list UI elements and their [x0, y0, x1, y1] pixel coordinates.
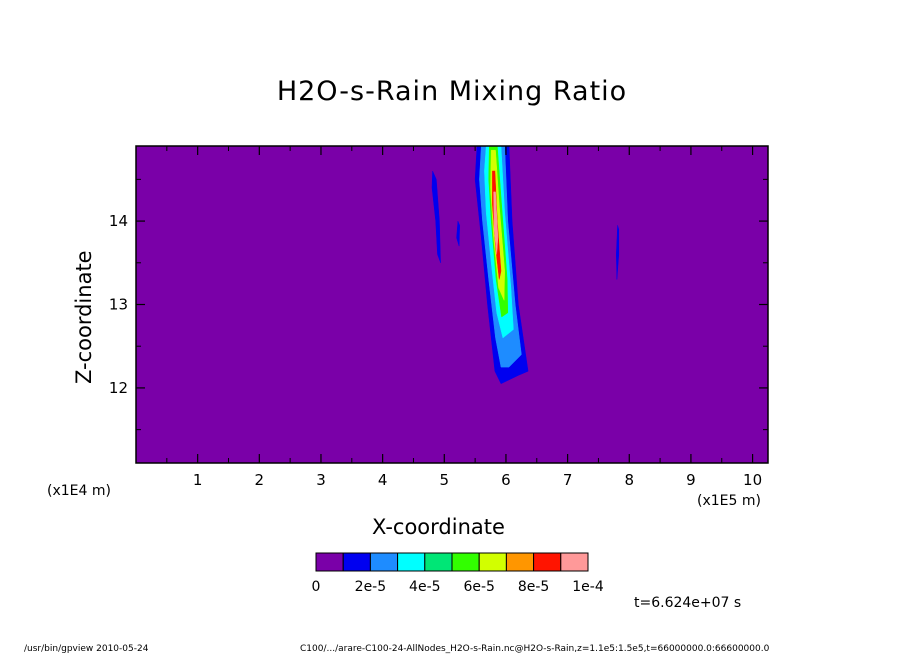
colorbar-tick-label: 1e-4 [572, 579, 604, 595]
x-tick-label: 8 [624, 471, 634, 489]
colorbar-swatch-2 [369, 552, 399, 572]
y-unit-label: (x1E4 m) [47, 483, 111, 499]
x-tick-label: 7 [563, 471, 573, 489]
y-tick-label: 14 [109, 212, 128, 230]
y-tick-label: 12 [109, 379, 128, 397]
x-axis-label: X-coordinate [372, 515, 505, 539]
colorbar-swatch-5 [451, 552, 480, 572]
x-tick-label: 10 [743, 471, 762, 489]
colorbar-tick-label: 2e-5 [355, 579, 386, 595]
x-tick-label: 2 [255, 471, 265, 489]
contour-region-1 [456, 221, 460, 247]
colorbar-swatch-1 [342, 552, 371, 572]
x-tick-label: 6 [501, 471, 511, 489]
colorbar-tick-label: 6e-5 [463, 579, 494, 595]
y-axis-label: Z-coordinate [72, 250, 96, 384]
plot-area [136, 146, 768, 463]
x-tick-label: 4 [378, 471, 388, 489]
colorbar-tick-label: 0 [312, 579, 321, 595]
plot-background [136, 146, 768, 463]
colorbar-swatch-3 [397, 552, 426, 572]
footer-file-info: C100/.../arare-C100-24-AllNodes_H2O-s-Ra… [300, 644, 770, 654]
x-tick-label: 1 [193, 471, 203, 489]
x-tick-label: 9 [686, 471, 696, 489]
x-tick-label: 3 [316, 471, 326, 489]
x-unit-label: (x1E5 m) [697, 493, 761, 509]
colorbar-tick-label: 4e-5 [409, 579, 440, 595]
colorbar-swatch-4 [424, 552, 453, 572]
y-tick-label: 13 [109, 296, 128, 314]
colorbar-swatch-6 [478, 552, 507, 572]
colorbar-tick-label: 8e-5 [518, 579, 549, 595]
colorbar-swatch-7 [505, 552, 535, 572]
footer-program-info: /usr/bin/gpview 2010-05-24 [24, 644, 149, 654]
chart-title: H2O-s-Rain Mixing Ratio [276, 76, 628, 107]
contour-layer [431, 145, 620, 385]
contour-region-2 [616, 225, 620, 280]
colorbar-swatch-0 [315, 552, 344, 572]
colorbar-swatch-8 [533, 552, 562, 572]
colorbar-swatch-9 [560, 552, 589, 572]
contour-region-0 [431, 170, 441, 263]
x-tick-label: 5 [440, 471, 450, 489]
contour-region-9 [493, 191, 499, 255]
colorbar: 0 2e-5 4e-5 6e-5 8e-5 1e-4 [312, 552, 604, 595]
time-label: t=6.624e+07 s [634, 595, 742, 611]
